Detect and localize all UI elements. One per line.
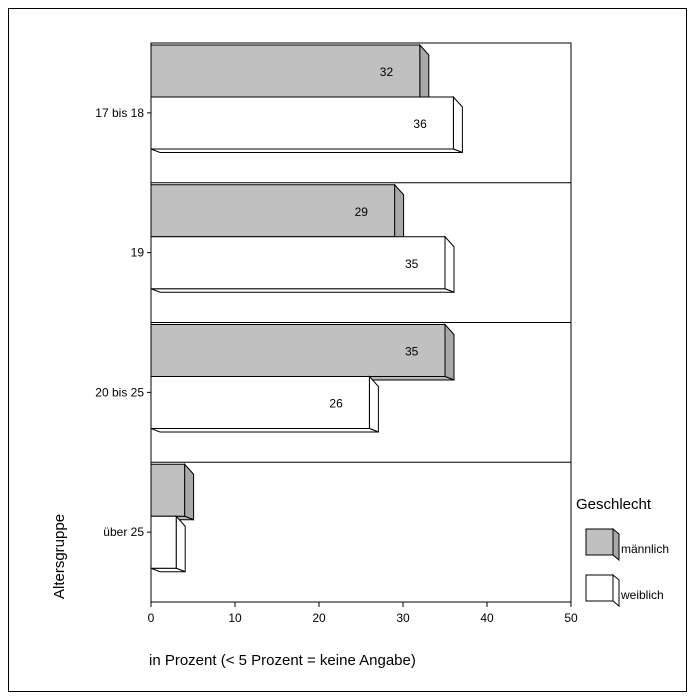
legend-label: männlich xyxy=(621,542,669,556)
bar xyxy=(150,514,186,573)
bar xyxy=(150,375,379,433)
bar-value-label: 32 xyxy=(380,65,394,79)
bar-side-face xyxy=(184,462,195,521)
bar-bottom-face xyxy=(150,288,455,293)
legend-title: Geschlecht xyxy=(576,496,652,513)
y-tick-label: 19 xyxy=(131,246,145,260)
bar-side-face xyxy=(394,183,405,241)
bar-value-label: 29 xyxy=(355,205,369,219)
bar-front-face xyxy=(150,463,186,517)
bar-side-face xyxy=(444,323,455,381)
bar-bottom-face xyxy=(150,148,463,153)
bar-front-face xyxy=(150,515,177,569)
bar xyxy=(150,43,430,102)
x-tick-label: 0 xyxy=(148,611,155,625)
legend-swatch-side xyxy=(612,527,620,562)
bar-front-face xyxy=(150,324,446,377)
bar-front-face xyxy=(150,236,446,290)
bar xyxy=(150,95,463,154)
x-tick-label: 50 xyxy=(564,611,578,625)
legend-label: weiblich xyxy=(620,588,664,602)
bar-bottom-face xyxy=(150,428,379,433)
bars-layer xyxy=(150,43,463,573)
bar xyxy=(150,235,455,293)
bar-front-face xyxy=(150,184,396,238)
bar-side-face xyxy=(452,95,463,154)
bar xyxy=(150,462,195,521)
bar-value-label: 36 xyxy=(413,117,427,131)
legend-swatch xyxy=(585,574,614,602)
bar-side-face xyxy=(368,375,379,433)
x-tick-label: 30 xyxy=(396,611,410,625)
y-axis-label: Altersgruppe xyxy=(51,514,68,599)
bar-front-face xyxy=(150,376,370,429)
x-tick-label: 40 xyxy=(480,611,494,625)
legend: männlich weiblich xyxy=(585,527,669,608)
bar-front-face xyxy=(150,96,454,150)
legend-swatch-side xyxy=(612,573,620,608)
bar-side-face xyxy=(175,514,186,573)
bar-front-face xyxy=(150,44,421,98)
bar-value-label: 35 xyxy=(405,257,419,271)
legend-item: männlich xyxy=(585,527,669,562)
bar-value-label: 35 xyxy=(405,345,419,359)
chart-svg: 17 bis 18 19 20 bis 25 über 25 0 10 20 30 40 50 32… xyxy=(51,42,669,669)
bar-side-face xyxy=(444,235,455,293)
bar-side-face xyxy=(419,43,430,102)
text-layer: 17 bis 18 19 20 bis 25 über 25 0 10 20 30 40 50 32… xyxy=(95,65,578,625)
x-tick-label: 10 xyxy=(228,611,242,625)
y-tick-label: 20 bis 25 xyxy=(95,385,144,399)
bar-value-label: 26 xyxy=(329,397,343,411)
y-tick-label: über 25 xyxy=(103,525,144,539)
x-axis-label: in Prozent (< 5 Prozent = keine Angabe) xyxy=(149,652,416,669)
x-tick-label: 20 xyxy=(312,611,326,625)
y-tick-label: 17 bis 18 xyxy=(95,106,144,120)
legend-swatch xyxy=(585,528,614,556)
legend-item: weiblich xyxy=(585,573,664,608)
chart-frame: 17 bis 18 19 20 bis 25 über 25 0 10 20 30 40 50 32… xyxy=(8,8,687,692)
